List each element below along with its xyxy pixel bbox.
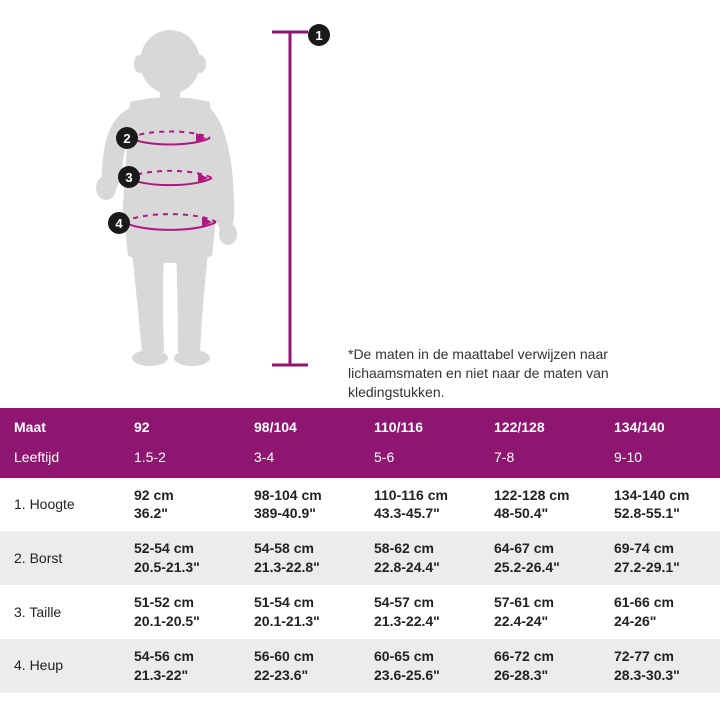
age-value: 3-4 xyxy=(254,449,274,465)
size-value: 122/128 xyxy=(494,416,590,440)
row-label: 1. Hoogte xyxy=(0,478,120,532)
row-label: 3. Taille xyxy=(0,585,120,639)
age-value: 1.5-2 xyxy=(134,449,166,465)
cell: 51-54 cm20.1-21.3" xyxy=(240,585,360,639)
size-value: 134/140 xyxy=(614,416,710,440)
cell: 51-52 cm20.1-20.5" xyxy=(120,585,240,639)
label-size: Maat xyxy=(14,416,110,440)
cell: 92 cm36.2" xyxy=(120,478,240,532)
cell: 98-104 cm389-40.9" xyxy=(240,478,360,532)
cell: 57-61 cm22.4-24" xyxy=(480,585,600,639)
cell: 64-67 cm25.2-26.4" xyxy=(480,531,600,585)
header-col: 122/128 7-8 xyxy=(480,408,600,478)
height-bar xyxy=(272,32,308,365)
diagram-area: 1 2 3 4 *De maten in de maattabel verwij… xyxy=(0,0,720,408)
marker-4: 4 xyxy=(108,212,130,234)
label-age: Leeftijd xyxy=(14,449,59,465)
cell: 72-77 cm28.3-30.3" xyxy=(600,639,720,693)
cell: 54-56 cm21.3-22" xyxy=(120,639,240,693)
cell: 61-66 cm24-26" xyxy=(600,585,720,639)
child-silhouette xyxy=(96,30,237,366)
size-value: 110/116 xyxy=(374,416,470,440)
silhouette-svg xyxy=(60,20,340,400)
cell: 54-57 cm21.3-22.4" xyxy=(360,585,480,639)
age-value: 7-8 xyxy=(494,449,514,465)
marker-2: 2 xyxy=(116,127,138,149)
age-value: 5-6 xyxy=(374,449,394,465)
header-label-cell: Maat Leeftijd xyxy=(0,408,120,478)
cell: 60-65 cm23.6-25.6" xyxy=(360,639,480,693)
marker-1: 1 xyxy=(308,24,330,46)
cell: 54-58 cm21.3-22.8" xyxy=(240,531,360,585)
table-header-row: Maat Leeftijd 92 1.5-2 98/104 3-4 110/11… xyxy=(0,408,720,478)
size-value: 92 xyxy=(134,416,230,440)
row-height: 1. Hoogte 92 cm36.2" 98-104 cm389-40.9" … xyxy=(0,478,720,532)
row-chest: 2. Borst 52-54 cm20.5-21.3" 54-58 cm21.3… xyxy=(0,531,720,585)
row-waist: 3. Taille 51-52 cm20.1-20.5" 51-54 cm20.… xyxy=(0,585,720,639)
cell: 66-72 cm26-28.3" xyxy=(480,639,600,693)
header-col: 110/116 5-6 xyxy=(360,408,480,478)
header-col: 98/104 3-4 xyxy=(240,408,360,478)
cell: 134-140 cm52.8-55.1" xyxy=(600,478,720,532)
age-value: 9-10 xyxy=(614,449,642,465)
cell: 52-54 cm20.5-21.3" xyxy=(120,531,240,585)
row-label: 4. Heup xyxy=(0,639,120,693)
cell: 122-128 cm48-50.4" xyxy=(480,478,600,532)
cell: 69-74 cm27.2-29.1" xyxy=(600,531,720,585)
size-table: Maat Leeftijd 92 1.5-2 98/104 3-4 110/11… xyxy=(0,408,720,693)
cell: 58-62 cm22.8-24.4" xyxy=(360,531,480,585)
marker-3: 3 xyxy=(118,166,140,188)
row-label: 2. Borst xyxy=(0,531,120,585)
disclaimer-note: *De maten in de maattabel verwijzen naar… xyxy=(348,345,678,402)
cell: 56-60 cm22-23.6" xyxy=(240,639,360,693)
header-col: 134/140 9-10 xyxy=(600,408,720,478)
header-col: 92 1.5-2 xyxy=(120,408,240,478)
size-value: 98/104 xyxy=(254,416,350,440)
cell: 110-116 cm43.3-45.7" xyxy=(360,478,480,532)
row-hip: 4. Heup 54-56 cm21.3-22" 56-60 cm22-23.6… xyxy=(0,639,720,693)
